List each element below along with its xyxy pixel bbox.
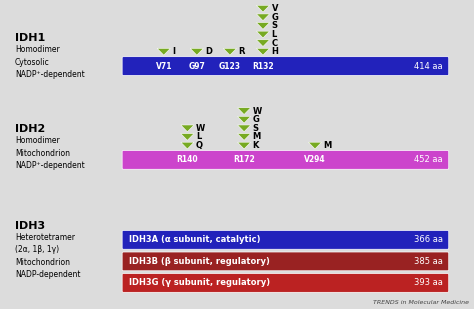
Text: G: G: [272, 13, 278, 22]
Text: 385 aa: 385 aa: [414, 257, 443, 266]
FancyBboxPatch shape: [122, 252, 449, 271]
Text: IDH3B (β subunit, regulatory): IDH3B (β subunit, regulatory): [129, 257, 270, 266]
Text: IDH1: IDH1: [15, 33, 45, 43]
Polygon shape: [256, 23, 270, 29]
Text: IDH2: IDH2: [15, 124, 45, 134]
Text: S: S: [253, 124, 259, 133]
Text: G97: G97: [188, 61, 205, 70]
Text: D: D: [205, 47, 212, 56]
Text: 393 aa: 393 aa: [414, 278, 443, 287]
Text: 366 aa: 366 aa: [414, 235, 443, 244]
Text: IDH3A (α subunit, catalytic): IDH3A (α subunit, catalytic): [129, 235, 261, 244]
Polygon shape: [237, 133, 251, 140]
Text: G: G: [253, 115, 259, 124]
FancyBboxPatch shape: [122, 273, 449, 292]
Polygon shape: [256, 49, 270, 55]
Text: M: M: [253, 133, 261, 142]
Text: R132: R132: [252, 61, 274, 70]
Polygon shape: [256, 5, 270, 12]
Text: 452 aa: 452 aa: [414, 155, 443, 164]
Text: M: M: [323, 141, 332, 150]
FancyBboxPatch shape: [122, 57, 449, 75]
Polygon shape: [223, 49, 237, 55]
Polygon shape: [256, 14, 270, 21]
Text: Heterotetramer
(2α, 1β, 1γ)
Mitochondrion
NADP-dependent: Heterotetramer (2α, 1β, 1γ) Mitochondrio…: [15, 233, 81, 279]
Text: K: K: [253, 141, 259, 150]
Text: V: V: [272, 4, 278, 13]
Text: Homodimer
Mitochondrion
NADP⁺-dependent: Homodimer Mitochondrion NADP⁺-dependent: [15, 136, 85, 170]
Text: H: H: [272, 47, 278, 56]
Text: I: I: [172, 47, 175, 56]
Polygon shape: [256, 31, 270, 38]
Polygon shape: [237, 142, 251, 149]
Text: Homodimer
Cytosolic
NADP⁺-dependent: Homodimer Cytosolic NADP⁺-dependent: [15, 45, 85, 79]
Text: C: C: [272, 39, 278, 48]
Text: TRENDS in Molecular Medicine: TRENDS in Molecular Medicine: [373, 300, 469, 305]
Text: V71: V71: [155, 61, 172, 70]
Text: 414 aa: 414 aa: [414, 61, 443, 70]
Text: R: R: [238, 47, 245, 56]
Polygon shape: [181, 142, 194, 149]
FancyBboxPatch shape: [122, 231, 449, 249]
Polygon shape: [237, 116, 251, 123]
Polygon shape: [256, 40, 270, 47]
Text: IDH3: IDH3: [15, 221, 45, 231]
Polygon shape: [237, 108, 251, 115]
Polygon shape: [237, 125, 251, 132]
Text: Q: Q: [196, 141, 203, 150]
Polygon shape: [181, 125, 194, 132]
Text: IDH3G (γ subunit, regulatory): IDH3G (γ subunit, regulatory): [129, 278, 270, 287]
FancyBboxPatch shape: [122, 150, 449, 169]
Polygon shape: [309, 142, 321, 149]
Text: W: W: [196, 124, 205, 133]
Text: S: S: [272, 21, 277, 30]
Polygon shape: [157, 49, 170, 55]
Text: R172: R172: [233, 155, 255, 164]
Text: V294: V294: [304, 155, 326, 164]
Text: W: W: [253, 107, 262, 116]
Text: L: L: [196, 133, 201, 142]
Polygon shape: [181, 133, 194, 140]
Text: L: L: [272, 30, 277, 39]
Polygon shape: [190, 49, 203, 55]
Text: R140: R140: [176, 155, 198, 164]
Text: G123: G123: [219, 61, 241, 70]
